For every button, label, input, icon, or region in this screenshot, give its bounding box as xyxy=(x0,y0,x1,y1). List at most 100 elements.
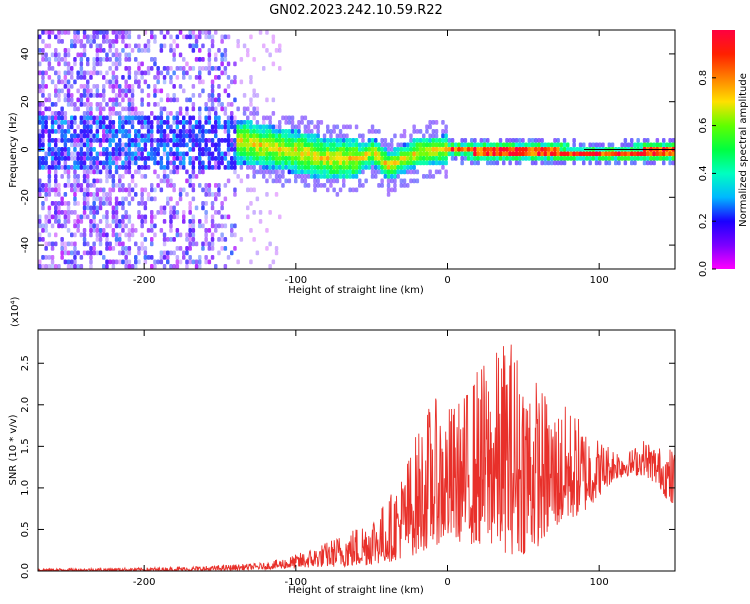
heatmap-cell xyxy=(271,151,276,157)
heatmap-cell xyxy=(124,255,128,260)
heatmap-cell xyxy=(54,120,58,125)
heatmap-cell xyxy=(428,151,432,157)
heatmap-cell xyxy=(268,169,272,175)
heatmap-cell xyxy=(175,97,180,103)
heatmap-cell xyxy=(50,223,55,229)
heatmap-cell xyxy=(335,169,340,175)
heatmap-cell xyxy=(412,178,416,184)
heatmap-cell xyxy=(185,151,189,157)
heatmap-cell xyxy=(290,147,295,152)
heatmap-cell xyxy=(92,39,96,44)
heatmap-cell xyxy=(41,48,45,53)
heatmap-cell xyxy=(178,151,183,157)
heatmap-cell xyxy=(124,84,128,89)
heatmap-cell xyxy=(386,192,391,197)
heatmap-cell xyxy=(188,97,192,103)
heatmap-cell xyxy=(290,156,295,161)
heatmap-cell xyxy=(95,52,100,58)
heatmap-cell xyxy=(274,192,279,197)
heatmap-cell xyxy=(236,142,240,148)
heatmap-cell xyxy=(642,138,647,143)
heatmap-cell xyxy=(626,156,631,161)
heatmap-cell xyxy=(143,160,148,166)
heatmap-cell xyxy=(47,214,52,220)
heatmap-cell xyxy=(114,48,119,53)
heatmap-cell xyxy=(239,133,244,139)
heatmap-cell xyxy=(98,124,103,130)
heatmap-cell xyxy=(41,156,45,161)
heatmap-cell xyxy=(390,174,394,179)
heatmap-cell xyxy=(374,160,378,166)
heatmap-cell xyxy=(310,138,314,143)
heatmap-cell xyxy=(214,264,218,269)
heatmap-cell xyxy=(406,169,410,175)
heatmap-cell xyxy=(217,156,221,161)
heatmap-cell xyxy=(102,264,106,269)
heatmap-cell xyxy=(153,115,157,121)
heatmap-cell xyxy=(146,43,151,49)
heatmap-cell xyxy=(169,183,173,188)
heatmap-cell xyxy=(274,165,279,170)
heatmap-cell xyxy=(486,160,490,166)
heatmap-cell xyxy=(70,165,74,170)
heatmap-cell xyxy=(159,142,164,148)
heatmap-cell xyxy=(249,120,253,125)
heatmap-cell xyxy=(646,151,650,157)
heatmap-cell xyxy=(380,147,384,152)
heatmap-cell xyxy=(415,142,420,148)
heatmap-cell xyxy=(278,156,282,161)
heatmap-cell xyxy=(482,138,487,143)
heatmap-cell xyxy=(102,160,106,166)
heatmap-cell xyxy=(278,169,282,175)
heatmap-cell xyxy=(102,232,106,238)
heatmap-cell xyxy=(422,160,426,166)
heatmap-cell xyxy=(76,133,80,139)
heatmap-cell xyxy=(166,138,170,143)
heatmap-cell xyxy=(172,205,176,211)
heatmap-cell xyxy=(153,151,157,157)
heatmap-cell xyxy=(191,66,196,71)
heatmap-cell xyxy=(127,106,132,112)
heatmap-cell xyxy=(63,84,68,89)
heatmap-cell xyxy=(246,142,250,148)
heatmap-cell xyxy=(470,147,474,152)
heatmap-cell xyxy=(140,201,144,206)
heatmap-cell xyxy=(47,75,52,80)
heatmap-cell xyxy=(166,66,170,71)
heatmap-cell xyxy=(262,138,266,143)
heatmap-cell xyxy=(124,88,128,94)
heatmap-cell xyxy=(265,133,269,139)
heatmap-cell xyxy=(57,124,61,130)
heatmap-cell xyxy=(130,232,135,238)
heatmap-cell xyxy=(41,187,45,193)
heatmap-cell xyxy=(377,160,381,166)
heatmap-cell xyxy=(102,30,106,35)
heatmap-cell xyxy=(370,174,375,179)
heatmap-cell xyxy=(98,250,103,256)
heatmap-cell xyxy=(252,138,256,143)
heatmap-cell xyxy=(127,219,132,224)
heatmap-cell xyxy=(162,43,167,49)
heatmap-cell xyxy=(278,124,282,130)
heatmap-cell xyxy=(194,138,199,143)
heatmap-cell xyxy=(620,142,624,148)
heatmap-cell xyxy=(150,241,154,247)
heatmap-cell xyxy=(143,187,148,193)
heatmap-cell xyxy=(207,97,212,103)
heatmap-cell xyxy=(156,102,160,107)
heatmap-cell xyxy=(118,57,122,62)
heatmap-cell xyxy=(444,156,448,161)
heatmap-cell xyxy=(214,30,218,35)
heatmap-cell xyxy=(89,34,93,40)
heatmap-cell xyxy=(175,151,180,157)
heatmap-cell xyxy=(66,178,71,184)
heatmap-cell xyxy=(255,133,260,139)
heatmap-cell xyxy=(156,259,160,265)
heatmap-cell xyxy=(524,156,528,161)
heatmap-cell xyxy=(383,147,388,152)
heatmap-cell xyxy=(111,124,116,130)
heatmap-cell xyxy=(230,138,234,143)
heatmap-cell xyxy=(95,43,100,49)
heatmap-cell xyxy=(185,142,189,148)
heatmap-cell xyxy=(169,237,173,242)
